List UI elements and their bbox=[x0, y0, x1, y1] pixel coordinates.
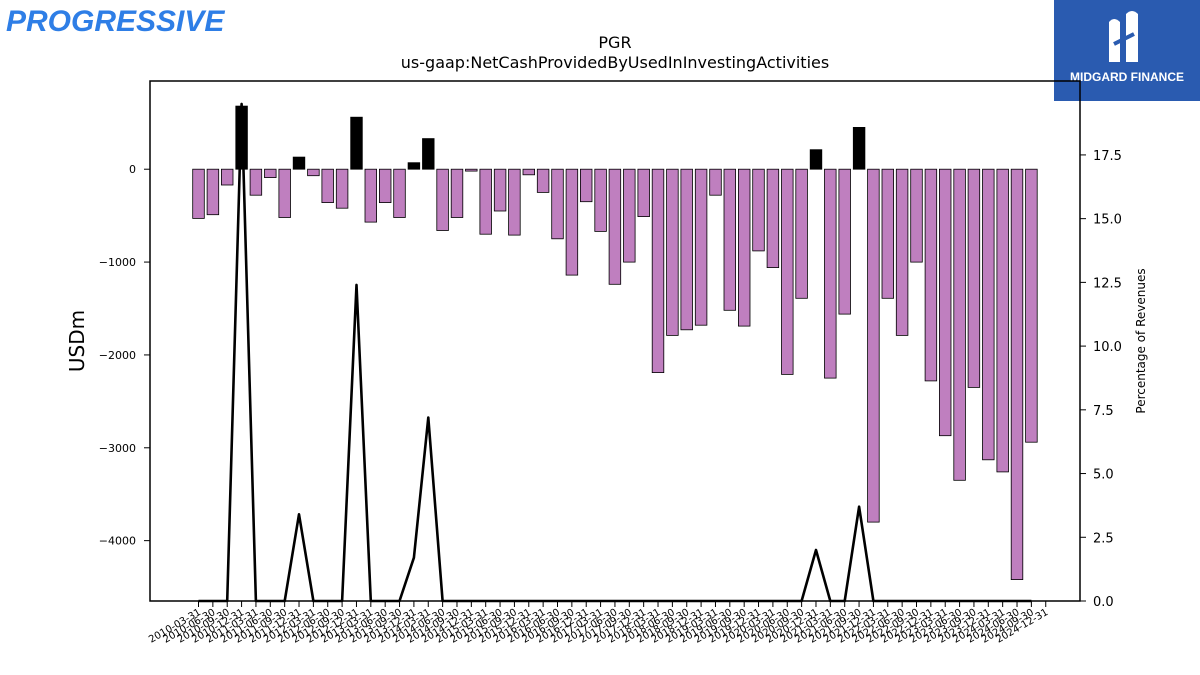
bar bbox=[422, 138, 435, 170]
bar bbox=[565, 168, 579, 276]
bar bbox=[723, 168, 737, 311]
y-tick-label: 0 bbox=[129, 163, 136, 176]
bar bbox=[781, 168, 794, 375]
midgard-logo-text: MIDGARD FINANCE bbox=[1070, 70, 1184, 84]
y2-tick-label: 15.0 bbox=[1093, 213, 1122, 228]
y2-tick-label: 10.0 bbox=[1093, 340, 1122, 355]
bar bbox=[220, 168, 234, 186]
bar bbox=[766, 168, 780, 268]
y2-tick-label: 12.5 bbox=[1093, 276, 1122, 291]
y-tick-label: −4000 bbox=[99, 535, 136, 548]
bar bbox=[307, 168, 320, 177]
bar bbox=[465, 168, 478, 172]
bar bbox=[393, 168, 406, 218]
progressive-logo-mark: PROGRESSIVE bbox=[6, 5, 225, 38]
x-axis: 2010-03-312010-06-302010-09-302010-12-31… bbox=[147, 601, 1050, 646]
chart-title: PGR bbox=[598, 33, 631, 52]
bar bbox=[508, 168, 521, 236]
bar bbox=[694, 168, 708, 326]
bar bbox=[924, 168, 938, 382]
bar bbox=[910, 168, 923, 263]
bar bbox=[1025, 168, 1038, 443]
bar bbox=[278, 168, 291, 218]
bar bbox=[350, 116, 363, 170]
y2-axis: 0.0 2.5 5.0 7.5 10.0 12.5 15.0 17.5 bbox=[1080, 149, 1122, 610]
midgard-finance-logo: MIDGARD FINANCE bbox=[1054, 0, 1200, 101]
bar bbox=[895, 168, 909, 336]
y-axis-label: USDm bbox=[65, 310, 89, 372]
y2-tick-label: 0.0 bbox=[1093, 595, 1114, 610]
bar bbox=[809, 149, 823, 170]
bar bbox=[292, 156, 306, 170]
bar bbox=[264, 168, 277, 178]
bar bbox=[867, 168, 880, 523]
bar bbox=[192, 168, 205, 219]
bar bbox=[522, 168, 536, 176]
bar bbox=[752, 168, 765, 252]
bar bbox=[436, 168, 449, 231]
progressive-logo-text: PROGRESSIVE bbox=[6, 5, 225, 38]
midgard-emblem-left bbox=[1109, 19, 1120, 62]
bar bbox=[479, 168, 492, 235]
bar bbox=[321, 168, 334, 203]
bar-series bbox=[192, 105, 1038, 580]
bar bbox=[536, 168, 550, 193]
y-axis: 0 −1000 −2000 −3000 −4000 bbox=[99, 163, 150, 548]
bar bbox=[450, 168, 464, 218]
y-tick-label: −1000 bbox=[99, 256, 136, 269]
bar bbox=[795, 168, 808, 299]
y-tick-label: −3000 bbox=[99, 442, 136, 455]
bar bbox=[637, 168, 650, 217]
bar bbox=[249, 168, 263, 196]
bar bbox=[651, 168, 665, 373]
bar bbox=[206, 168, 220, 216]
bar bbox=[709, 168, 722, 196]
y2-tick-label: 7.5 bbox=[1093, 404, 1114, 419]
bar bbox=[407, 162, 421, 170]
bar bbox=[953, 168, 966, 481]
bar bbox=[551, 168, 564, 240]
progressive-logo: PROGRESSIVE bbox=[6, 2, 238, 38]
bar bbox=[967, 168, 981, 388]
bar bbox=[493, 168, 507, 212]
bar bbox=[996, 168, 1009, 473]
bar bbox=[838, 168, 851, 315]
bar bbox=[364, 168, 378, 223]
bar bbox=[623, 168, 636, 263]
y2-tick-label: 17.5 bbox=[1093, 149, 1122, 164]
chart-subtitle: us-gaap:NetCashProvidedByUsedInInvesting… bbox=[401, 53, 829, 72]
bar bbox=[594, 168, 607, 232]
y-tick-label: −2000 bbox=[99, 349, 136, 362]
y2-axis-label: Percentage of Revenues bbox=[1134, 268, 1148, 413]
bar bbox=[666, 168, 679, 336]
midgard-logo-mark: MIDGARD FINANCE bbox=[1070, 11, 1184, 84]
bar bbox=[378, 168, 392, 203]
bar bbox=[335, 168, 349, 209]
bar bbox=[680, 168, 693, 331]
bar bbox=[982, 168, 995, 461]
bar bbox=[852, 127, 866, 170]
bar bbox=[824, 168, 837, 379]
bar bbox=[580, 168, 593, 203]
bar bbox=[939, 168, 952, 437]
bar bbox=[608, 168, 622, 285]
y2-tick-label: 5.0 bbox=[1093, 468, 1114, 483]
bar bbox=[881, 168, 895, 299]
bar bbox=[1010, 168, 1024, 580]
y2-tick-label: 2.5 bbox=[1093, 531, 1114, 546]
midgard-emblem-slash bbox=[1113, 32, 1135, 46]
bar bbox=[738, 168, 751, 327]
